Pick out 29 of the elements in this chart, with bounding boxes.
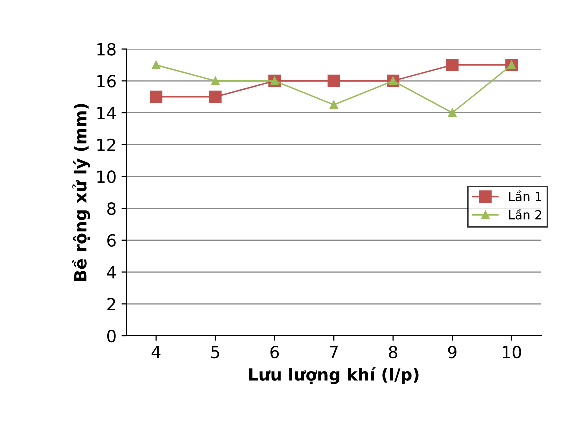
y-axis-title: Bề rộng xử lý (mm) bbox=[72, 104, 90, 282]
point bbox=[152, 61, 161, 70]
y-tick-label: 10 bbox=[98, 170, 116, 184]
x-tick-label: 6 bbox=[270, 346, 280, 359]
y-tick-label: 6 bbox=[108, 234, 116, 247]
x-tick-label: 4 bbox=[152, 346, 161, 358]
y-tick-label: 0 bbox=[107, 330, 116, 343]
y-tick-label: 8 bbox=[108, 202, 116, 216]
legend-label: Lần 2 bbox=[509, 209, 542, 220]
x-tick-label: 5 bbox=[212, 346, 220, 359]
point bbox=[328, 74, 340, 88]
x-tick-label: 9 bbox=[448, 346, 457, 359]
point bbox=[446, 58, 459, 72]
point bbox=[150, 90, 163, 104]
y-tick-label: 2 bbox=[108, 298, 116, 310]
y-tick-label: 16 bbox=[98, 75, 116, 88]
point bbox=[448, 108, 457, 118]
point bbox=[330, 100, 338, 110]
x-tick-label: 8 bbox=[389, 346, 398, 359]
y-tick-label: 18 bbox=[98, 43, 116, 56]
y-tick-label: 12 bbox=[98, 138, 116, 152]
legend-label: Lần 1 bbox=[509, 190, 542, 202]
y-tick-label: 4 bbox=[107, 266, 116, 279]
x-tick-label: 10 bbox=[503, 346, 522, 359]
x-tick-label: 7 bbox=[330, 346, 338, 358]
x-axis-title: Lưu lượng khí (l/p) bbox=[250, 367, 419, 384]
y-tick-label: 14 bbox=[98, 107, 116, 120]
point bbox=[211, 76, 220, 86]
point bbox=[209, 90, 222, 104]
